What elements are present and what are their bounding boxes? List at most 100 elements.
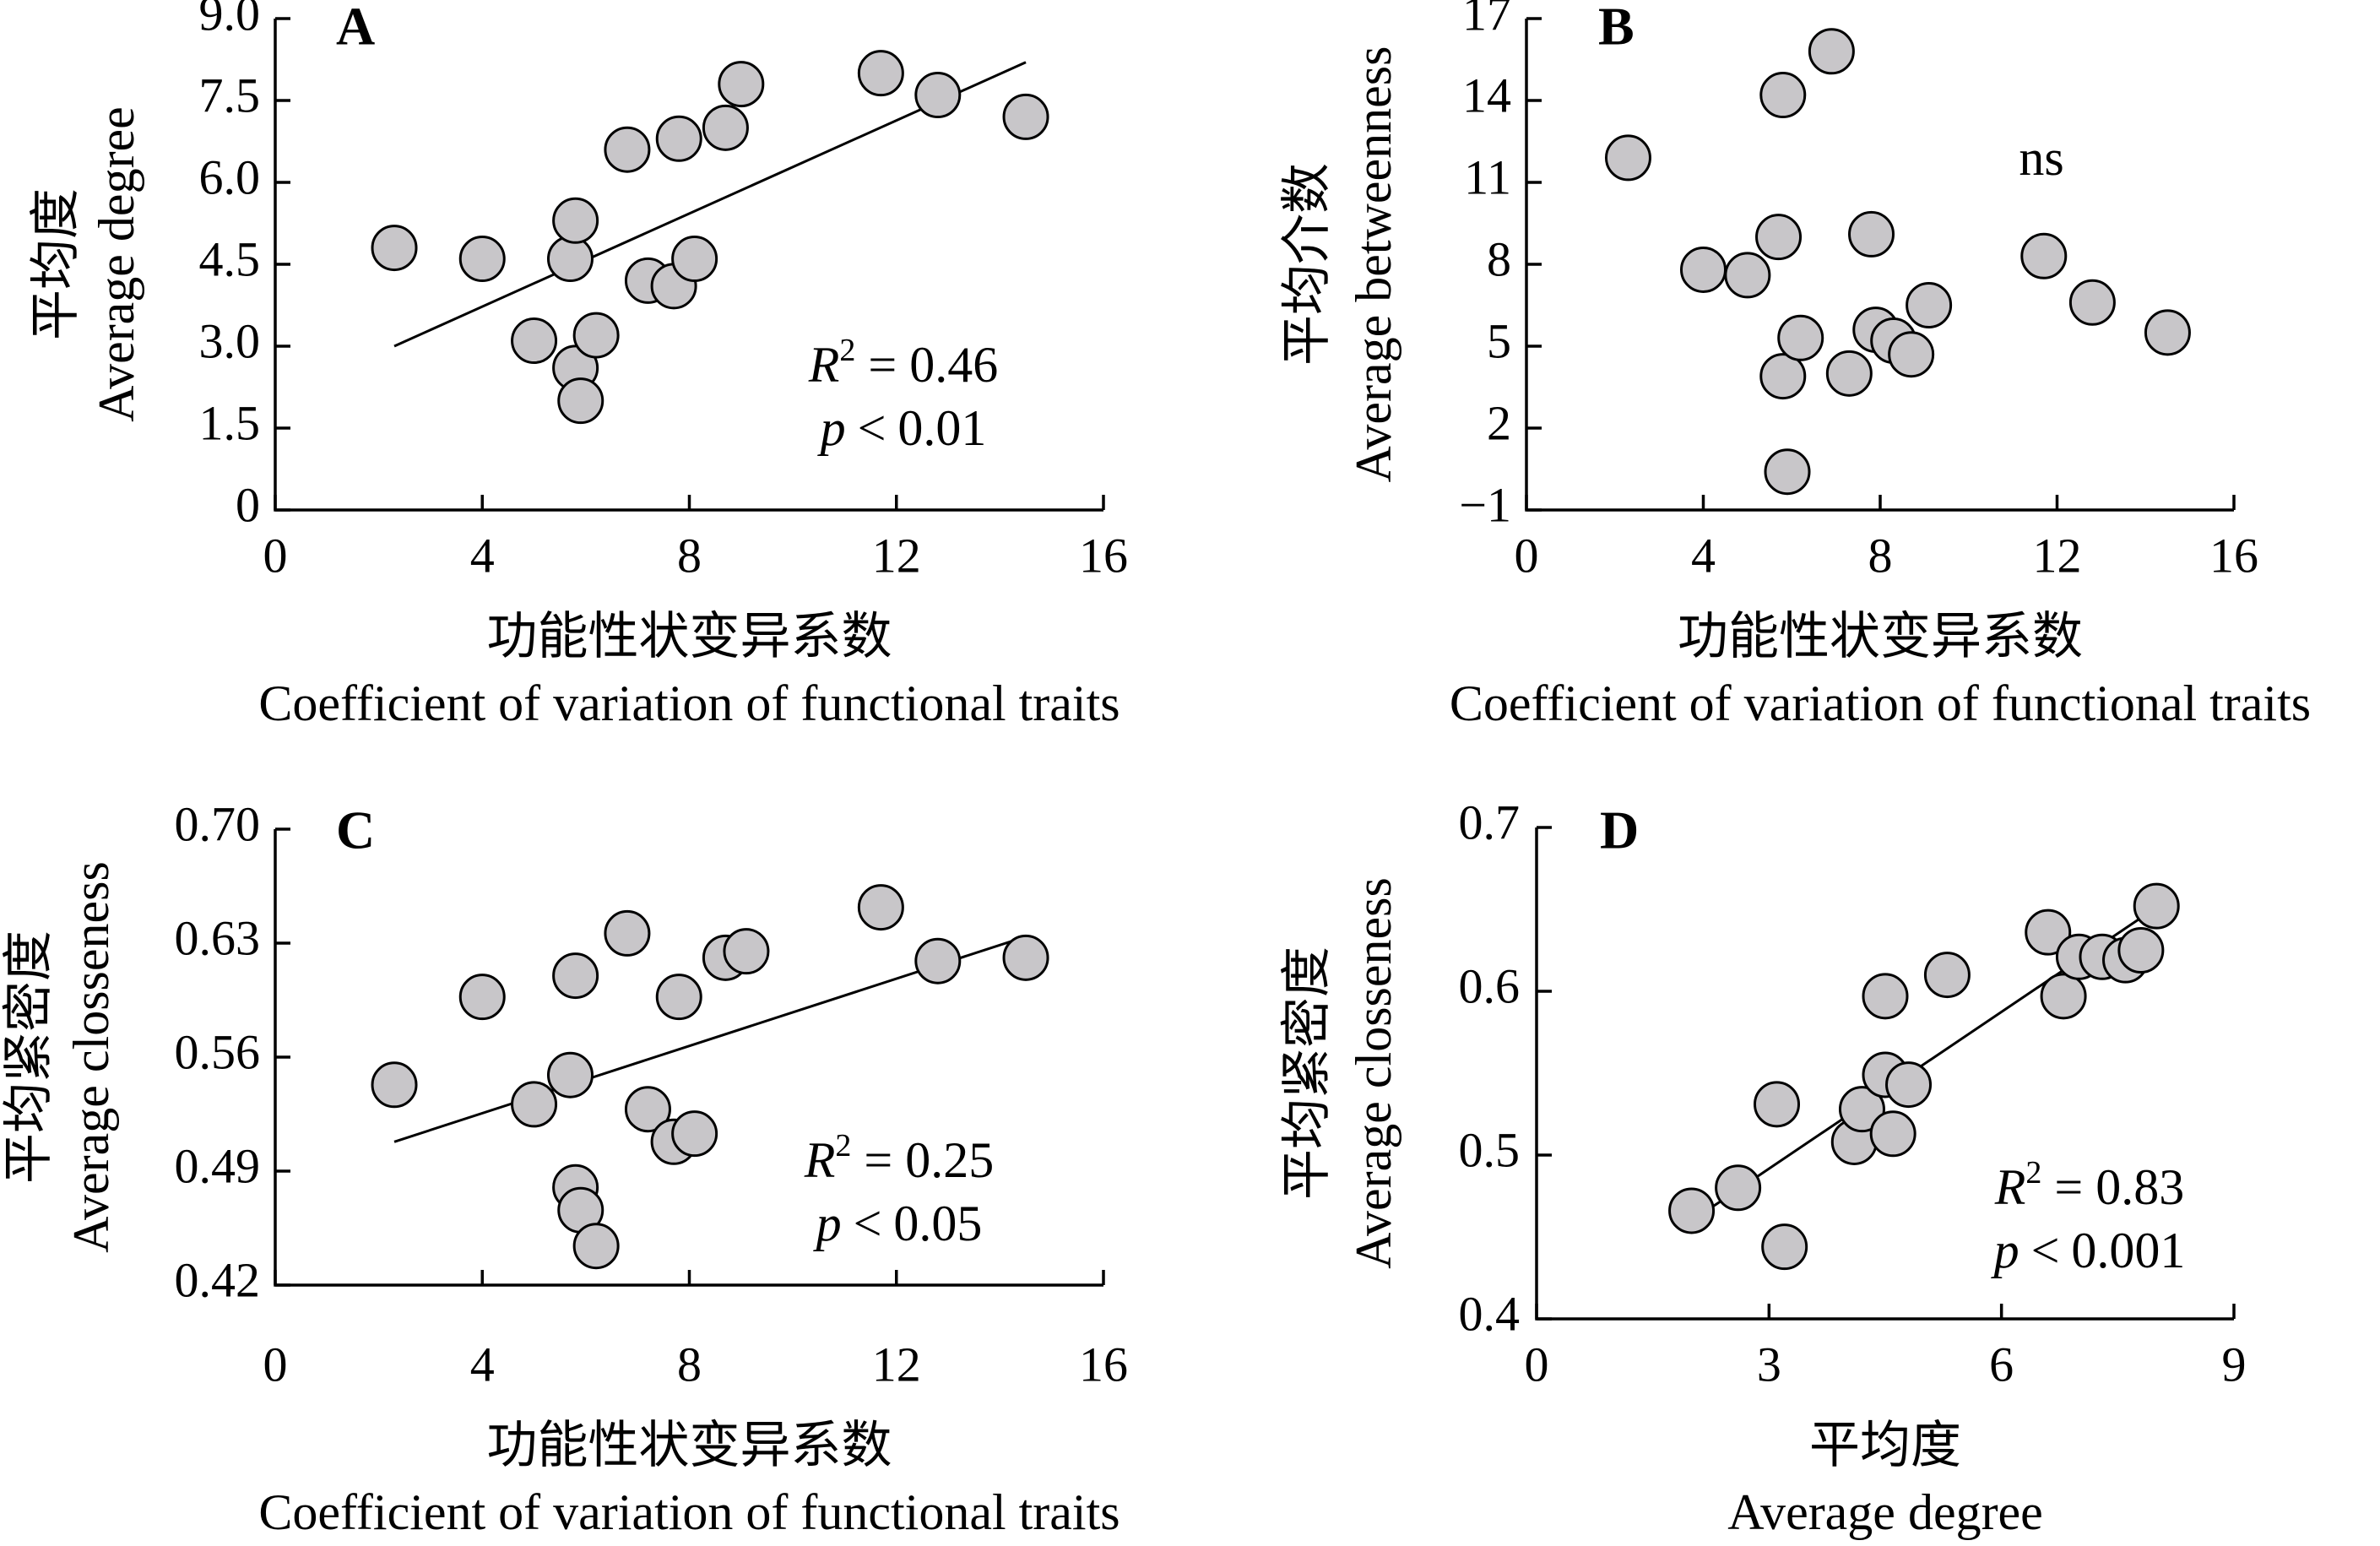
y-tick-label: 0 [236, 477, 260, 532]
data-point [1604, 134, 1651, 182]
data-point [1761, 1223, 1808, 1271]
data-point [2144, 309, 2191, 356]
data-point [1906, 282, 1953, 328]
y-tick-label: 2 [1487, 395, 1511, 450]
x-axis-title-en: Coefficient of variation of functional t… [258, 1484, 1120, 1540]
data-point [511, 1081, 558, 1128]
data-point [371, 1061, 418, 1109]
data-point [1862, 973, 1909, 1020]
significance-annotation: ns [2019, 130, 2063, 186]
y-tick-label: 14 [1462, 68, 1511, 122]
y-tick-label: 17 [1462, 0, 1511, 41]
data-point [655, 974, 702, 1021]
data-point [2025, 909, 2072, 956]
x-tick-label: 0 [263, 528, 288, 583]
y-axis-title-en: Average closseness [63, 861, 119, 1253]
x-tick-label: 8 [1868, 528, 1893, 583]
panel-letter: B [1598, 0, 1635, 57]
y-tick-label: 0.5 [1459, 1122, 1521, 1177]
y-tick-label: 0.42 [175, 1252, 261, 1307]
y-tick-label: 0.6 [1459, 958, 1521, 1013]
r-squared-text: R2 = 0.25 [804, 1128, 995, 1188]
data-point [624, 1086, 671, 1133]
y-tick-label: 5 [1487, 313, 1511, 368]
p-value-operator: < [854, 1196, 882, 1251]
x-tick-label: 8 [677, 528, 702, 583]
y-axis-title-en: Average closseness [1346, 877, 1401, 1269]
x-axis-title-cn: 平均度 [1809, 1418, 1961, 1473]
data-point [1825, 350, 1873, 397]
data-point [2040, 973, 2087, 1020]
data-point [2117, 927, 2165, 974]
data-point [572, 1223, 620, 1270]
x-tick-label: 16 [1079, 528, 1128, 583]
p-value-operator: < [2031, 1223, 2060, 1278]
x-tick-label: 9 [2222, 1337, 2247, 1391]
x-tick-label: 0 [1525, 1337, 1549, 1391]
data-point [557, 377, 604, 425]
panel-letter: D [1600, 800, 1639, 860]
data-point [572, 312, 620, 359]
y-tick-label: 0.63 [175, 910, 261, 965]
y-tick-label: 0.49 [175, 1138, 261, 1193]
data-point [857, 50, 904, 97]
y-tick-label: 4.5 [199, 231, 261, 286]
data-point [718, 61, 765, 108]
panel-d: 0.4 0.5 0.6 0.7 0 3 6 9 平均度 Average degree 平均紧密度 Av… [1279, 795, 2247, 1539]
data-point [914, 937, 962, 985]
x-tick-label: 12 [2033, 528, 2082, 583]
x-tick-label: 4 [470, 528, 495, 583]
x-tick-label: 6 [1989, 1337, 2014, 1391]
y-tick-label: 1.5 [199, 395, 261, 450]
data-point [604, 909, 651, 957]
x-axis-title-en: Coefficient of variation of functional t… [1450, 675, 2311, 731]
data-point [1888, 331, 1935, 378]
data-point [1848, 210, 1895, 258]
x-axis-title-en: Coefficient of variation of functional t… [258, 675, 1120, 731]
data-point [671, 1110, 718, 1158]
y-tick-label: 11 [1464, 149, 1511, 204]
data-point [671, 236, 718, 283]
data-point [371, 225, 418, 272]
data-point [2133, 882, 2180, 930]
data-point [1759, 72, 1807, 119]
data-point [1759, 353, 1807, 400]
p-value: 0.05 [893, 1196, 982, 1251]
stats-annotation: R2 = 0.25 p <0.05 [804, 1128, 995, 1251]
x-tick-label: 8 [677, 1337, 702, 1391]
data-point [1808, 28, 1855, 75]
x-tick-label: 16 [1079, 1337, 1128, 1391]
y-tick-label: 9.0 [199, 0, 261, 41]
data-point [1885, 1061, 1933, 1109]
x-tick-label: 16 [2209, 528, 2258, 583]
data-point [702, 104, 749, 151]
data-point [914, 72, 962, 119]
x-tick-label: 4 [470, 1337, 495, 1391]
y-axis-title-cn: 平均紧密度 [1, 930, 57, 1184]
y-tick-label: 3.0 [199, 313, 261, 368]
data-point [546, 1051, 594, 1098]
data-point [1869, 1110, 1916, 1158]
data-point [1838, 1086, 1885, 1133]
data-point [1923, 952, 1971, 999]
panel-c: 0.42 0.49 0.56 0.63 0.70 0 4 8 12 16 功能性状变异系数 Coeff… [1, 796, 1128, 1539]
data-point [723, 928, 770, 975]
r-squared-value: 0.46 [909, 337, 998, 393]
panel-letter: A [336, 0, 375, 57]
y-axis-title-cn: 平均紧密度 [1279, 947, 1335, 1200]
data-point [458, 236, 506, 283]
data-point [552, 197, 599, 244]
p-value-text: p <0.01 [817, 400, 987, 456]
data-point [857, 884, 904, 931]
x-axis-title-en: Average degree [1727, 1484, 2043, 1540]
data-point [1755, 214, 1803, 261]
y-axis-title-cn: 平均介数 [1279, 163, 1335, 366]
x-tick-label: 3 [1757, 1337, 1781, 1391]
data-point [1668, 1187, 1716, 1234]
x-tick-label: 4 [1691, 528, 1716, 583]
y-axis-title-en: Average betweenness [1346, 46, 1401, 483]
panel-a: 0 1.5 3.0 4.5 6.0 7.5 9.0 0 4 8 12 16 功能性状变异系数 Coeffi… [28, 0, 1128, 731]
data-point [458, 974, 506, 1021]
x-tick-label: 0 [263, 1337, 288, 1391]
